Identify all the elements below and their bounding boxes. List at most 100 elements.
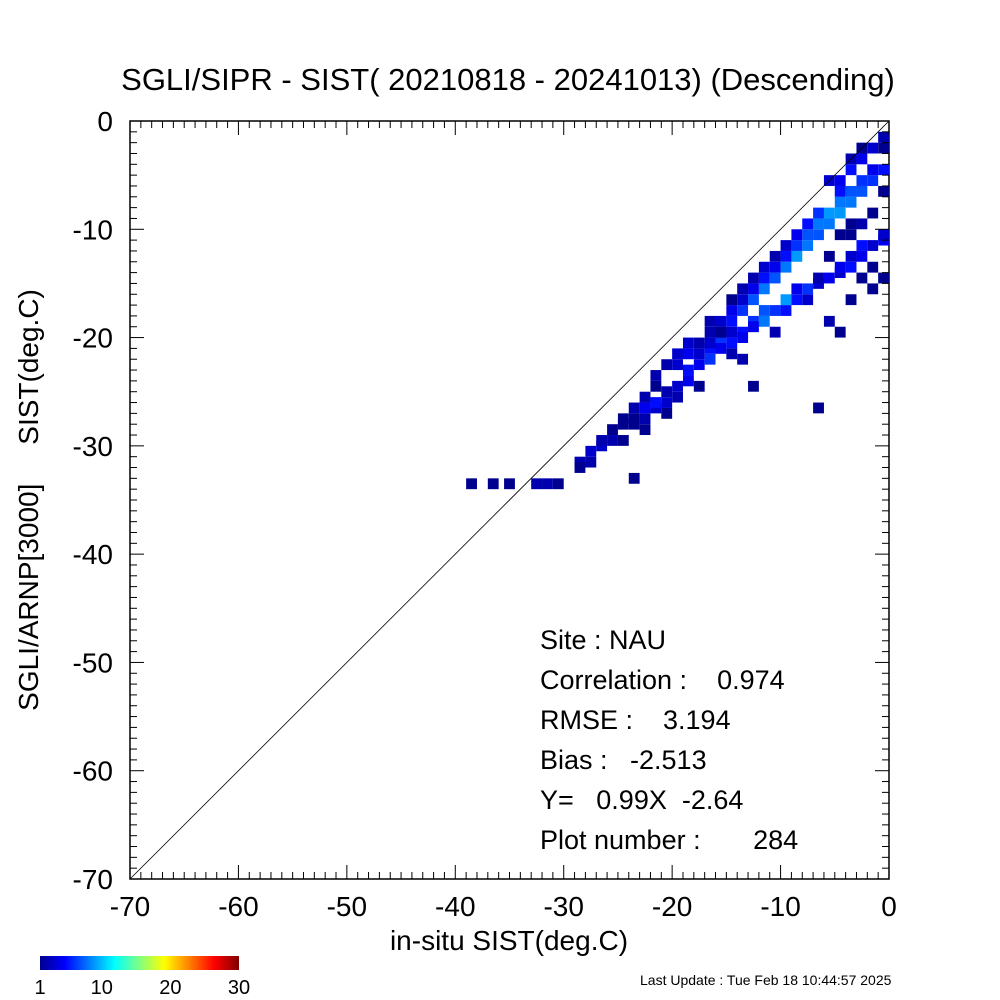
heatmap-cell (780, 294, 792, 306)
heatmap-cell (628, 472, 640, 484)
heatmap-cell (834, 175, 846, 186)
heatmap-cell (791, 294, 803, 306)
heatmap-cell (639, 413, 651, 425)
heatmap-cell (737, 305, 749, 316)
colorbar-tick-label: 20 (159, 977, 181, 999)
heatmap-cell (650, 370, 662, 381)
heatmap-cell (726, 326, 738, 338)
heatmap-cell (617, 435, 629, 446)
heatmap-cell (726, 315, 738, 327)
x-tick-label: -10 (760, 891, 800, 922)
heatmap-cell (823, 272, 835, 284)
heatmap-cell (726, 348, 738, 360)
stat-rmse: RMSE : 3.194 (540, 705, 731, 735)
heatmap-cell (845, 261, 857, 273)
heatmap-cell (552, 478, 564, 490)
heatmap-cell (758, 272, 770, 284)
heatmap-cell (878, 272, 889, 284)
heatmap-cell (704, 315, 716, 327)
heatmap-cell (802, 218, 814, 230)
heatmap-cell (813, 207, 824, 219)
x-tick-label: -30 (543, 891, 583, 922)
heatmap-cell (487, 478, 499, 490)
heatmap-cell (596, 435, 608, 446)
stat-plot-number: Plot number : 284 (540, 825, 798, 855)
heatmap-cell (845, 229, 857, 241)
heatmap-cell (748, 294, 759, 306)
y-axis-label: SGLI/ARNP[3000] SIST(deg.C) (13, 289, 44, 711)
heatmap-cell (704, 337, 716, 349)
heatmap-cell (607, 435, 618, 446)
heatmap-cell (878, 164, 889, 176)
heatmap-cell (672, 359, 683, 371)
heatmap-cell (834, 185, 846, 197)
heatmap-cell (639, 402, 651, 414)
heatmap-cell (748, 272, 759, 284)
heatmap-cell (682, 364, 694, 376)
heatmap-cell (650, 380, 662, 392)
heatmap-cell (693, 348, 705, 360)
heatmap-cell (834, 196, 846, 208)
heatmap-cell (856, 272, 868, 284)
x-axis-label: in-situ SIST(deg.C) (390, 925, 628, 956)
heatmap-cell (748, 380, 759, 392)
y-tick-label: -10 (73, 214, 113, 245)
heatmap-cell (639, 391, 651, 403)
heatmap-cell (878, 185, 889, 197)
heatmap-cell (856, 153, 868, 165)
heatmap-cell (856, 218, 868, 230)
heatmap-cell (834, 326, 846, 338)
y-tick-label: -70 (73, 864, 113, 895)
heatmap-cell (596, 440, 608, 452)
heatmap-cell (780, 240, 792, 251)
heatmap-cell (769, 250, 781, 262)
heatmap-cell (845, 250, 857, 262)
heatmap-cell (802, 229, 814, 241)
heatmap-cell (639, 424, 651, 436)
heatmap-cell (661, 386, 673, 398)
heatmap-cell (748, 283, 759, 295)
heatmap-cell (617, 413, 629, 425)
heatmap-cell (813, 402, 824, 414)
heatmap-cell (813, 229, 824, 241)
heatmap-cell (780, 305, 792, 316)
heatmap-cell (813, 218, 824, 230)
heatmap-cell (715, 342, 727, 354)
heatmap-cell (737, 332, 749, 343)
heatmap-cell (672, 391, 683, 403)
stat-bias: Bias : -2.513 (540, 745, 707, 775)
y-tick-label: -30 (73, 431, 113, 462)
heatmap-cell (607, 424, 618, 436)
heatmap-cells (466, 131, 889, 490)
heatmap-cell (834, 207, 846, 219)
heatmap-cell (856, 185, 868, 197)
heatmap-cell (856, 175, 868, 186)
heatmap-cell (802, 294, 814, 306)
heatmap-cell (704, 353, 716, 365)
heatmap-cell (769, 326, 781, 338)
heatmap-cell (574, 456, 586, 468)
x-tick-label: -20 (652, 891, 692, 922)
heatmap-cell (737, 294, 749, 306)
y-tick-label: -60 (73, 756, 113, 787)
heatmap-cell (856, 240, 868, 251)
heatmap-cell (802, 240, 814, 251)
heatmap-cell (834, 229, 846, 241)
minor-ticks (129, 120, 890, 880)
colorbar-tick-label: 30 (228, 977, 250, 999)
colorbar-tick-label: 1 (34, 977, 45, 999)
heatmap-cell (715, 326, 727, 338)
heatmap-cell (845, 164, 857, 176)
plot-area (129, 120, 890, 880)
heatmap-cell (704, 326, 716, 338)
heatmap-cell (693, 359, 705, 371)
heatmap-cell (758, 315, 770, 327)
heatmap-cell (867, 175, 879, 186)
heatmap-cell (531, 478, 543, 490)
y-tick-label: 0 (97, 106, 113, 137)
y-tick-label: -40 (73, 539, 113, 570)
heatmap-cell (845, 218, 857, 230)
colorbar-ticks: 1 10 20 30 (34, 977, 250, 999)
heatmap-cell (791, 250, 803, 262)
